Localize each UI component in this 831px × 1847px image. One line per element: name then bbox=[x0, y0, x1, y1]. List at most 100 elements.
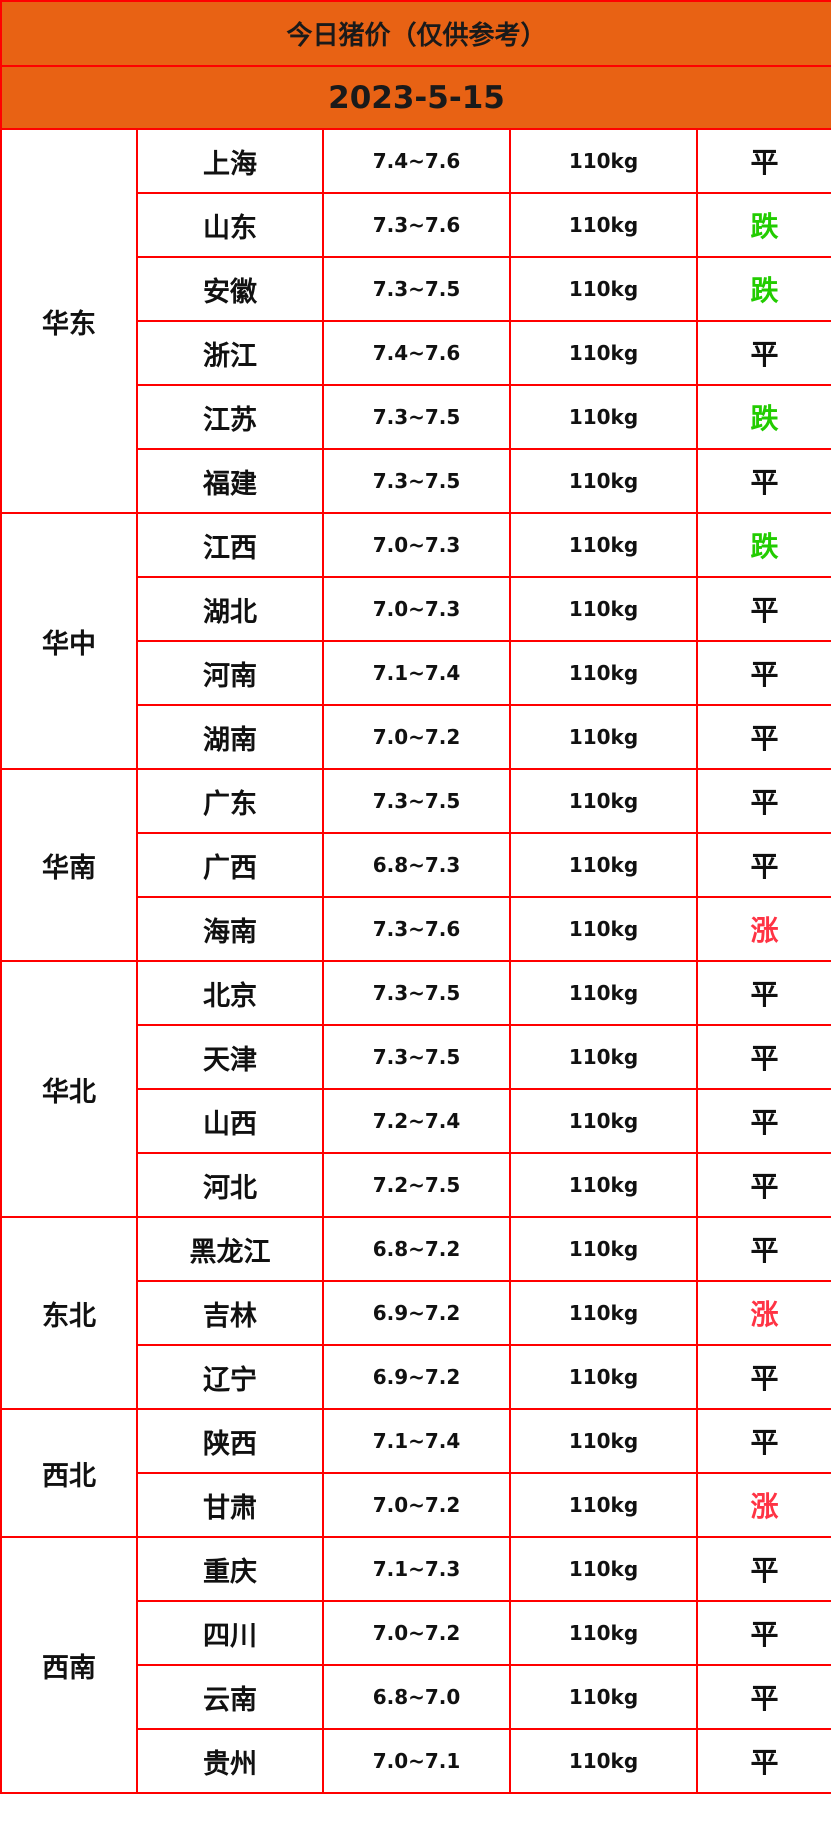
table-row: 江苏 7.3~7.5 110kg 跌 bbox=[1, 384, 831, 450]
price-cell: 7.3~7.5 bbox=[322, 448, 511, 514]
table-row: 甘肃 7.0~7.2 110kg 涨 bbox=[1, 1472, 831, 1538]
pig-price-table: 今日猪价（仅供参考） 2023-5-15 华东 上海 7.4~7.6 110kg 平山东… bbox=[0, 0, 831, 1794]
weight-cell: 110kg bbox=[509, 512, 698, 578]
table-date: 2023-5-15 bbox=[0, 65, 831, 130]
region-cell: 华北 bbox=[0, 960, 138, 1218]
weight-cell: 110kg bbox=[509, 384, 698, 450]
trend-cell: 平 bbox=[695, 640, 831, 706]
price-cell: 7.3~7.5 bbox=[322, 384, 511, 450]
price-cell: 6.8~7.3 bbox=[322, 832, 511, 898]
price-cell: 7.0~7.2 bbox=[322, 1472, 511, 1538]
province-cell: 山东 bbox=[136, 192, 324, 258]
table-title: 今日猪价（仅供参考） bbox=[0, 0, 831, 67]
region-cell: 华南 bbox=[0, 768, 138, 962]
table-row: 华中 江西 7.0~7.3 110kg 跌 bbox=[0, 512, 831, 770]
weight-cell: 110kg bbox=[509, 704, 698, 770]
weight-cell: 110kg bbox=[509, 960, 698, 1026]
trend-cell: 跌 bbox=[695, 512, 831, 578]
table-row: 西北 陕西 7.1~7.4 110kg 平 bbox=[0, 1408, 831, 1538]
weight-cell: 110kg bbox=[509, 1024, 698, 1090]
table-row: 山西 7.2~7.4 110kg 平 bbox=[1, 1088, 831, 1154]
price-cell: 6.8~7.2 bbox=[322, 1216, 511, 1282]
weight-cell: 110kg bbox=[509, 768, 698, 834]
trend-cell: 平 bbox=[695, 1216, 831, 1282]
province-cell: 重庆 bbox=[136, 1536, 324, 1602]
trend-cell: 平 bbox=[695, 704, 831, 770]
weight-cell: 110kg bbox=[509, 1408, 698, 1474]
region-cell: 华中 bbox=[0, 512, 138, 770]
table-row: 华东 上海 7.4~7.6 110kg 平 bbox=[0, 128, 831, 514]
trend-cell: 平 bbox=[695, 1536, 831, 1602]
price-cell: 6.9~7.2 bbox=[322, 1344, 511, 1410]
weight-cell: 110kg bbox=[509, 1600, 698, 1666]
trend-cell: 平 bbox=[695, 1344, 831, 1410]
trend-cell: 平 bbox=[695, 320, 831, 386]
price-cell: 7.3~7.5 bbox=[322, 256, 511, 322]
province-cell: 辽宁 bbox=[136, 1344, 324, 1410]
weight-cell: 110kg bbox=[509, 1280, 698, 1346]
province-cell: 福建 bbox=[136, 448, 324, 514]
weight-cell: 110kg bbox=[509, 1536, 698, 1602]
trend-cell: 平 bbox=[695, 1664, 831, 1730]
trend-cell: 跌 bbox=[695, 256, 831, 322]
weight-cell: 110kg bbox=[509, 128, 698, 194]
trend-cell: 平 bbox=[695, 1728, 831, 1794]
trend-cell: 平 bbox=[695, 1088, 831, 1154]
price-cell: 7.0~7.3 bbox=[322, 512, 511, 578]
trend-cell: 平 bbox=[695, 1024, 831, 1090]
price-cell: 7.2~7.4 bbox=[322, 1088, 511, 1154]
province-cell: 湖北 bbox=[136, 576, 324, 642]
province-cell: 北京 bbox=[136, 960, 324, 1026]
price-cell: 6.9~7.2 bbox=[322, 1280, 511, 1346]
table-row: 云南 6.8~7.0 110kg 平 bbox=[1, 1664, 831, 1730]
weight-cell: 110kg bbox=[509, 1728, 698, 1794]
province-cell: 安徽 bbox=[136, 256, 324, 322]
trend-cell: 平 bbox=[695, 448, 831, 514]
table-row: 安徽 7.3~7.5 110kg 跌 bbox=[1, 256, 831, 322]
weight-cell: 110kg bbox=[509, 1472, 698, 1538]
weight-cell: 110kg bbox=[509, 1344, 698, 1410]
province-cell: 贵州 bbox=[136, 1728, 324, 1794]
table-row: 华南 广东 7.3~7.5 110kg 平 bbox=[0, 768, 831, 962]
province-cell: 陕西 bbox=[136, 1408, 324, 1474]
province-cell: 四川 bbox=[136, 1600, 324, 1666]
price-cell: 7.0~7.3 bbox=[322, 576, 511, 642]
weight-cell: 110kg bbox=[509, 320, 698, 386]
trend-cell: 平 bbox=[695, 1408, 831, 1474]
weight-cell: 110kg bbox=[509, 256, 698, 322]
region-cell: 东北 bbox=[0, 1216, 138, 1410]
region-cell: 华东 bbox=[0, 128, 138, 514]
price-cell: 7.4~7.6 bbox=[322, 320, 511, 386]
weight-cell: 110kg bbox=[509, 448, 698, 514]
price-cell: 7.3~7.5 bbox=[322, 768, 511, 834]
trend-cell: 平 bbox=[695, 576, 831, 642]
table-row: 河北 7.2~7.5 110kg 平 bbox=[1, 1152, 831, 1218]
weight-cell: 110kg bbox=[509, 1152, 698, 1218]
price-cell: 7.1~7.4 bbox=[322, 1408, 511, 1474]
price-cell: 7.4~7.6 bbox=[322, 128, 511, 194]
region-cell: 西北 bbox=[0, 1408, 138, 1538]
weight-cell: 110kg bbox=[509, 1664, 698, 1730]
price-cell: 7.0~7.2 bbox=[322, 704, 511, 770]
province-cell: 河南 bbox=[136, 640, 324, 706]
table-row: 湖南 7.0~7.2 110kg 平 bbox=[1, 704, 831, 770]
table-row: 东北 黑龙江 6.8~7.2 110kg 平 bbox=[0, 1216, 831, 1410]
price-cell: 7.0~7.1 bbox=[322, 1728, 511, 1794]
trend-cell: 跌 bbox=[695, 384, 831, 450]
province-cell: 江西 bbox=[136, 512, 324, 578]
table-row: 辽宁 6.9~7.2 110kg 平 bbox=[1, 1344, 831, 1410]
region-cell: 西南 bbox=[0, 1536, 138, 1794]
weight-cell: 110kg bbox=[509, 576, 698, 642]
province-cell: 浙江 bbox=[136, 320, 324, 386]
weight-cell: 110kg bbox=[509, 640, 698, 706]
weight-cell: 110kg bbox=[509, 1216, 698, 1282]
price-cell: 7.3~7.5 bbox=[322, 1024, 511, 1090]
province-cell: 吉林 bbox=[136, 1280, 324, 1346]
price-cell: 7.2~7.5 bbox=[322, 1152, 511, 1218]
trend-cell: 涨 bbox=[695, 1472, 831, 1538]
table-row: 贵州 7.0~7.1 110kg 平 bbox=[1, 1728, 831, 1794]
province-cell: 上海 bbox=[136, 128, 324, 194]
table-row: 天津 7.3~7.5 110kg 平 bbox=[1, 1024, 831, 1090]
weight-cell: 110kg bbox=[509, 896, 698, 962]
table-row: 海南 7.3~7.6 110kg 涨 bbox=[1, 896, 831, 962]
